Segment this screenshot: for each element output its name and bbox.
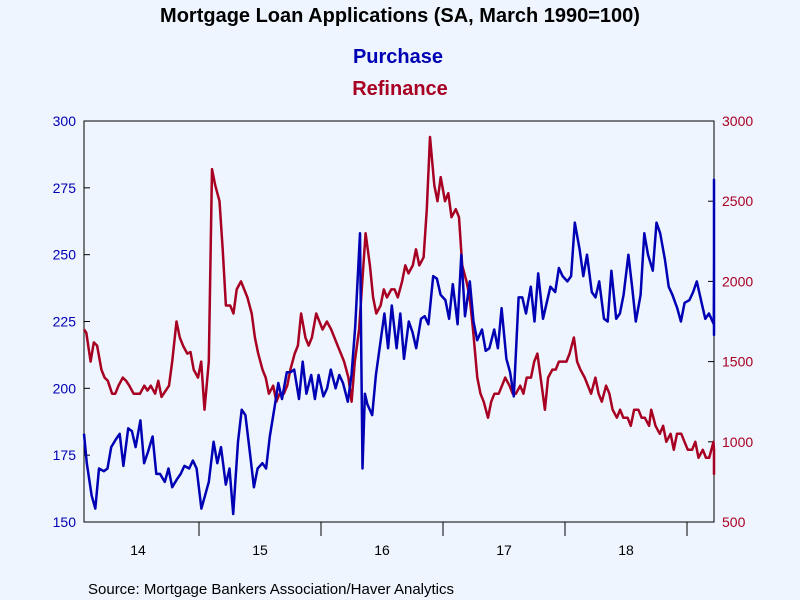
x-tick-label: 17 [496, 542, 512, 558]
refinance-line [82, 135, 716, 476]
left-tick-label: 175 [53, 447, 77, 463]
purchase-line [82, 178, 716, 516]
right-tick-label: 2000 [722, 273, 753, 289]
left-tick-label: 200 [53, 380, 77, 396]
x-tick-label: 18 [618, 542, 634, 558]
right-axis: 500 1000 1500 2000 2500 3000 [708, 113, 753, 530]
left-tick-label: 225 [53, 314, 77, 330]
right-tick-label: 1000 [722, 434, 753, 450]
right-tick-label: 500 [722, 514, 746, 530]
left-axis: 150 175 200 225 250 275 300 [53, 113, 90, 530]
source-note: Source: Mortgage Bankers Association/Hav… [88, 581, 454, 598]
right-tick-label: 1500 [722, 354, 753, 370]
left-tick-label: 275 [53, 180, 77, 196]
x-axis: 14 15 16 17 18 [130, 522, 688, 558]
left-tick-label: 250 [53, 247, 77, 263]
x-tick-label: 16 [374, 542, 390, 558]
left-tick-label: 300 [53, 113, 77, 129]
right-tick-label: 2500 [722, 193, 753, 209]
legend-refinance: Refinance [352, 78, 448, 100]
x-tick-label: 15 [252, 542, 268, 558]
x-tick-label: 14 [130, 542, 146, 558]
chart-title: Mortgage Loan Applications (SA, March 19… [160, 5, 640, 27]
left-tick-label: 150 [53, 514, 77, 530]
legend-purchase: Purchase [353, 46, 443, 68]
right-tick-label: 3000 [722, 113, 753, 129]
